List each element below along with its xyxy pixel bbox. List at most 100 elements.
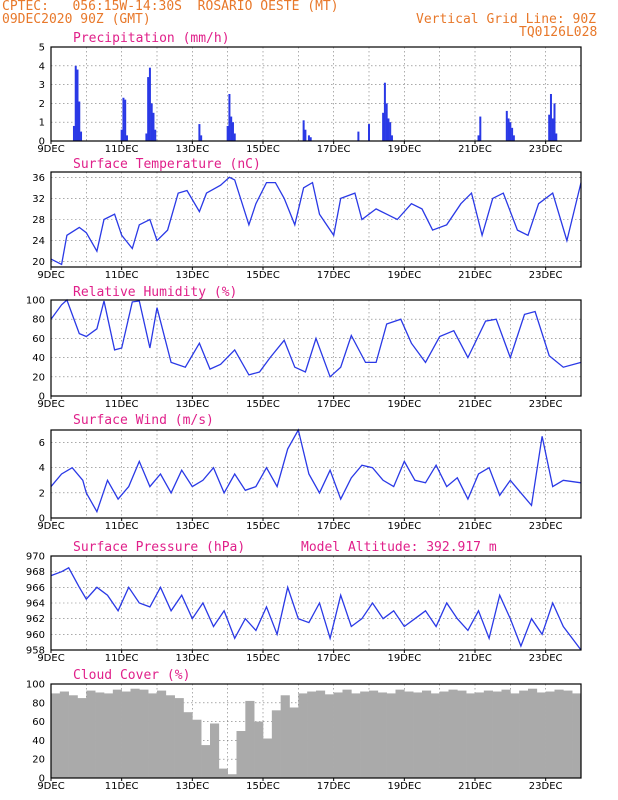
panel-frame <box>50 46 582 142</box>
x-tick-label: 19DEC <box>387 653 421 664</box>
cloud-bar <box>192 719 202 778</box>
cloud-bar <box>139 689 149 778</box>
panel-frame <box>50 429 582 519</box>
precip-bar <box>389 122 392 141</box>
y-tick-label: 3 <box>39 80 45 91</box>
x-tick-label: 23DEC <box>529 521 563 532</box>
run-id: TQ0126L028 <box>519 25 598 40</box>
x-tick-label: 11DEC <box>105 521 139 532</box>
precip-bar <box>150 103 153 141</box>
cloud-bar <box>130 688 140 778</box>
y-tick-label: 964 <box>26 599 45 610</box>
cloud-bar <box>51 693 61 778</box>
cloud-bar <box>430 693 440 778</box>
y-tick-label: 0 <box>39 137 45 148</box>
cloud-bar <box>289 707 299 778</box>
precip-bar <box>390 135 393 141</box>
panel-title: Surface Pressure (hPa) <box>73 540 245 555</box>
x-tick-label: 13DEC <box>175 144 209 155</box>
cloud-bar <box>492 691 502 778</box>
precip-bar <box>505 110 508 141</box>
cloud-bar <box>386 693 396 778</box>
precip-bar <box>555 133 558 141</box>
cloud-bar <box>86 690 96 778</box>
x-tick-label: 15DEC <box>246 521 280 532</box>
cloud-bar <box>422 690 432 778</box>
panel-title: Surface Wind (m/s) <box>73 413 214 428</box>
x-tick-label: 9DEC <box>37 399 64 410</box>
x-tick-label: 17DEC <box>317 781 351 792</box>
x-tick-label: 21DEC <box>458 521 492 532</box>
cloud-bar <box>519 690 529 778</box>
cloud-bar <box>148 693 158 778</box>
cloud-bar <box>528 688 538 778</box>
cloud-bar <box>254 721 264 778</box>
x-tick-label: 19DEC <box>387 399 421 410</box>
cloud-bar <box>280 695 290 778</box>
cloud-bar <box>563 690 573 778</box>
y-tick-label: 28 <box>32 215 45 226</box>
cloud-bar <box>218 768 228 778</box>
cloud-bar <box>271 710 281 778</box>
precip-bar <box>387 118 390 141</box>
precip-bar <box>80 131 83 141</box>
precip-bar <box>74 65 77 141</box>
x-tick-label: 17DEC <box>317 270 351 281</box>
cloud-bar <box>307 691 317 778</box>
x-tick-label: 21DEC <box>458 399 492 410</box>
y-tick-label: 100 <box>26 296 45 307</box>
x-tick-label: 23DEC <box>529 270 563 281</box>
cloud-bar <box>263 738 273 778</box>
x-tick-label: 17DEC <box>317 521 351 532</box>
cloud-bar <box>245 700 255 778</box>
y-tick-label: 962 <box>26 614 45 625</box>
panel-frame <box>50 555 582 651</box>
cloud-bar <box>554 689 564 778</box>
cloud-bar <box>466 693 476 778</box>
series-line <box>50 176 582 266</box>
precip-bar <box>124 99 127 141</box>
cloud-bar <box>324 694 334 778</box>
x-tick-label: 17DEC <box>317 653 351 664</box>
y-tick-label: 4 <box>39 463 45 474</box>
precip-bar <box>307 135 310 141</box>
cloud-bar <box>333 692 343 778</box>
x-tick-label: 9DEC <box>37 653 64 664</box>
precip-bar <box>122 97 125 141</box>
cloud-bar <box>183 712 193 778</box>
x-tick-label: 23DEC <box>529 781 563 792</box>
cloud-bar <box>545 691 555 778</box>
y-tick-label: 32 <box>32 194 45 205</box>
x-tick-label: 17DEC <box>317 399 351 410</box>
panel-title: Cloud Cover (%) <box>73 668 190 683</box>
cloud-bar <box>369 690 379 778</box>
cloud-bar <box>457 690 467 778</box>
precip-bar <box>309 137 312 141</box>
x-tick-label: 19DEC <box>387 521 421 532</box>
cloud-bar <box>475 692 485 778</box>
y-tick-label: 36 <box>32 173 45 184</box>
precip-bar <box>551 118 554 141</box>
cloud-bar <box>395 689 405 778</box>
cloud-bar <box>68 695 78 778</box>
cloud-bar <box>104 693 114 778</box>
precip-bar <box>477 135 480 141</box>
precip-bar <box>382 112 385 141</box>
precip-bar <box>509 122 512 141</box>
cloud-bar <box>413 692 423 778</box>
x-tick-label: 9DEC <box>37 781 64 792</box>
x-tick-label: 11DEC <box>105 653 139 664</box>
cloud-bar <box>95 692 105 778</box>
x-tick-label: 15DEC <box>246 270 280 281</box>
x-tick-label: 21DEC <box>458 144 492 155</box>
y-tick-label: 20 <box>32 372 45 383</box>
y-tick-label: 0 <box>39 774 45 785</box>
panel-annotation: Model Altitude: 392.917 m <box>301 540 497 555</box>
cloud-bar <box>572 693 582 778</box>
series-line <box>50 298 582 378</box>
y-tick-label: 1 <box>39 118 45 129</box>
precip-bar <box>357 131 360 141</box>
cloud-bar <box>210 723 220 778</box>
precip-bar <box>228 94 231 141</box>
precip-bar <box>152 112 155 141</box>
